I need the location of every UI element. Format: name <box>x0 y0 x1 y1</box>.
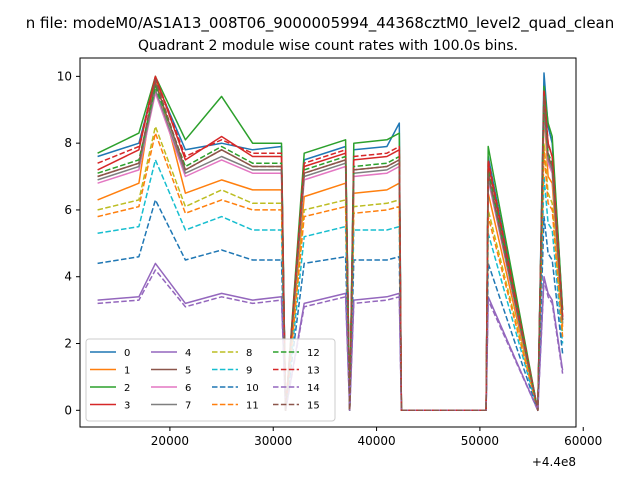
legend-label: 7 <box>185 401 191 412</box>
x-tick-label: 60000 <box>564 434 602 448</box>
legend-label: 10 <box>246 383 259 394</box>
legend-label: 6 <box>185 383 191 394</box>
legend-label: 2 <box>124 383 130 394</box>
legend-label: 9 <box>246 366 252 377</box>
series-line-14 <box>97 269 564 412</box>
legend-label: 3 <box>124 401 130 412</box>
series-line-10 <box>97 199 564 412</box>
x-offset-label: +4.4e8 <box>532 455 576 469</box>
legend-label: 4 <box>185 348 191 359</box>
axes-frame <box>79 57 577 428</box>
y-tick-label: 10 <box>57 69 72 83</box>
y-tick-label: 2 <box>64 337 72 351</box>
chart-title: Quadrant 2 module wise count rates with … <box>138 38 518 54</box>
legend-label: 12 <box>307 348 320 359</box>
legend-label: 14 <box>307 383 320 394</box>
y-axis: 0 2 4 6 8 10 <box>57 69 80 417</box>
y-tick-label: 0 <box>64 403 72 417</box>
legend-label: 1 <box>124 366 130 377</box>
legend-label: 5 <box>185 366 191 377</box>
legend-box <box>85 338 336 422</box>
y-tick-label: 8 <box>64 136 72 150</box>
legend-label: 15 <box>307 401 320 412</box>
legend-label: 0 <box>124 348 130 359</box>
legend-label: 11 <box>246 401 259 412</box>
series-line-15 <box>97 78 564 412</box>
x-axis: 20000 30000 40000 50000 60000 <box>151 427 602 448</box>
x-tick-label: 40000 <box>357 434 395 448</box>
y-tick-label: 6 <box>64 203 72 217</box>
x-tick-label: 50000 <box>461 434 499 448</box>
legend-label: 8 <box>246 348 252 359</box>
y-tick-label: 4 <box>64 270 72 284</box>
x-tick-label: 30000 <box>254 434 292 448</box>
legend-label: 13 <box>307 366 320 377</box>
figure-suptitle: n file: modeM0/AS1A13_008T06_9000005994_… <box>26 14 615 33</box>
plot-area <box>97 72 564 412</box>
x-tick-label: 20000 <box>151 434 189 448</box>
